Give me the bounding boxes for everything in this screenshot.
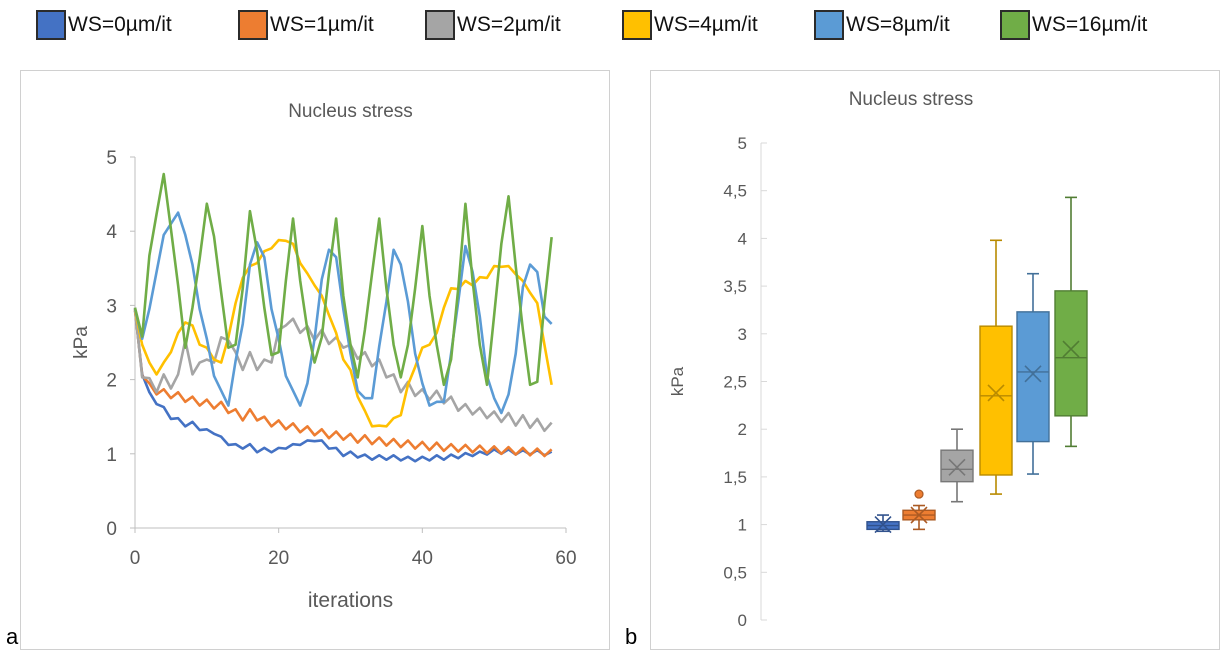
y-tick-label: 0 — [106, 519, 117, 540]
y-tick-label: 1 — [106, 445, 117, 466]
panel-label-a: a — [6, 624, 19, 649]
y-tick-label: 5 — [106, 148, 117, 169]
legend-swatch — [814, 10, 844, 40]
x-axis-label: iterations — [308, 589, 393, 612]
legend-swatch — [1000, 10, 1030, 40]
legend-item-ws2: WS=2µm/it — [425, 10, 561, 40]
y-tick-label: 3 — [738, 325, 747, 344]
legend-label: WS=8µm/it — [846, 13, 950, 36]
legend-item-ws1: WS=1µm/it — [238, 10, 374, 40]
legend-label: WS=0µm/it — [68, 13, 172, 36]
x-tick-label: 40 — [412, 548, 433, 569]
box-body — [979, 325, 1013, 476]
mean-marker — [1062, 340, 1080, 358]
line-chart: Nucleus stress 0 1 2 3 4 5 0 20 40 60 iterations kPa — [71, 101, 577, 612]
box-body — [940, 449, 974, 483]
x-tick-label: 0 — [130, 548, 141, 569]
mean-marker — [948, 458, 966, 476]
series-line — [133, 238, 553, 428]
box-body — [1054, 290, 1088, 417]
line-chart-panel: Nucleus stress 0 1 2 3 4 5 0 20 40 60 iterations kPa — [20, 70, 610, 650]
mean-marker — [874, 516, 892, 534]
y-tick-label: 0 — [738, 611, 747, 630]
mean-marker — [1024, 365, 1042, 383]
legend-item-ws0: WS=0µm/it — [36, 10, 172, 40]
legend-item-ws4: WS=4µm/it — [622, 10, 758, 40]
y-tick-label: 2,5 — [723, 373, 747, 392]
box-chart-panel: Nucleus stress kPa 0 0,5 1 1,5 2 2,5 3 3,5 4 4,5 5 — [650, 70, 1220, 650]
y-tick-label: 4,5 — [723, 182, 747, 201]
series-line — [133, 307, 553, 433]
y-tick-label: 4 — [106, 222, 117, 243]
legend-label: WS=16µm/it — [1032, 13, 1148, 36]
mean-marker — [987, 384, 1005, 402]
y-tick-label: 5 — [738, 134, 747, 153]
legend: WS=0µm/it WS=1µm/it WS=2µm/it WS=4µm/it … — [0, 0, 1225, 50]
y-tick-label: 1,5 — [723, 468, 747, 487]
chart-title: Nucleus stress — [288, 101, 413, 122]
y-tick-label: 3 — [106, 296, 117, 317]
legend-swatch — [36, 10, 66, 40]
legend-swatch — [238, 10, 268, 40]
box-body — [1016, 311, 1050, 443]
series-line — [133, 308, 553, 458]
legend-item-ws16: WS=16µm/it — [1000, 10, 1147, 40]
y-tick-label: 0,5 — [723, 563, 747, 582]
panel-label-b: b — [625, 624, 638, 649]
chart-title: Nucleus stress — [849, 89, 974, 110]
legend-label: WS=2µm/it — [457, 13, 561, 36]
y-tick-label: 4 — [738, 229, 747, 248]
box-chart: Nucleus stress kPa 0 0,5 1 1,5 2 2,5 3 3,5 4 4,5 5 — [668, 89, 1088, 630]
y-tick-label: 2 — [106, 371, 117, 392]
y-tick-label: 3,5 — [723, 277, 747, 296]
y-axis-label: kPa — [668, 366, 687, 396]
x-tick-label: 60 — [555, 548, 576, 569]
series-line — [133, 211, 553, 415]
series-line — [133, 310, 553, 463]
outlier-point — [914, 489, 924, 499]
legend-label: WS=1µm/it — [270, 13, 374, 36]
legend-swatch — [622, 10, 652, 40]
mean-marker — [910, 506, 928, 524]
legend-swatch — [425, 10, 455, 40]
x-tick-label: 20 — [268, 548, 289, 569]
legend-item-ws8: WS=8µm/it — [814, 10, 950, 40]
series-line — [133, 172, 553, 387]
legend-label: WS=4µm/it — [654, 13, 758, 36]
y-tick-label: 2 — [738, 420, 747, 439]
y-tick-label: 1 — [738, 516, 747, 535]
y-axis-label: kPa — [71, 326, 92, 359]
